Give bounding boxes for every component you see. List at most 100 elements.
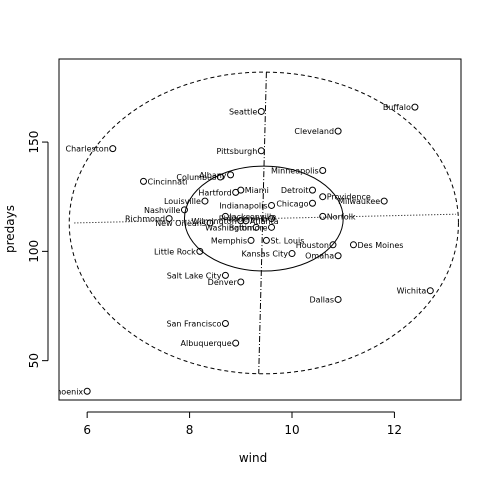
point-label: Wilmington (191, 217, 236, 226)
point-label: Miami (245, 186, 269, 195)
point-label: Atlanta (250, 217, 279, 226)
point-label: Des Moines (357, 241, 403, 250)
point-label: Baltimore (229, 223, 268, 232)
point-label: Hartford (198, 188, 231, 197)
data-point (268, 201, 276, 209)
data-point (227, 171, 235, 179)
point-label: Louisville (164, 197, 201, 206)
x-tick-label: 12 (387, 423, 402, 437)
data-point (268, 223, 276, 231)
point-label: Houston (296, 241, 329, 250)
point-label: New Orleans (155, 219, 206, 228)
point-label: Chicago (276, 199, 308, 208)
outer-ellipse (68, 71, 459, 375)
axes-layer: 6 8 10 12 50 100 150 (27, 131, 402, 437)
point-label: Seattle (229, 107, 257, 116)
x-tick-label: 6 (83, 423, 91, 437)
data-point (232, 188, 240, 196)
data-point (237, 217, 245, 225)
point-label: Milwaukee (338, 197, 380, 206)
point-label: Denver (208, 278, 238, 287)
point-label: Little Rock (154, 247, 196, 256)
data-point (221, 271, 229, 279)
horizontal-axis-line (74, 213, 456, 224)
data-point (180, 206, 188, 214)
point-label: Jacksonville (228, 212, 276, 221)
point-label: Norfolk (327, 212, 356, 221)
point-label: Salt Lake City (167, 271, 222, 280)
data-point (334, 252, 342, 260)
data-point (349, 241, 357, 249)
data-point (237, 278, 245, 286)
data-point (206, 219, 214, 227)
data-point (319, 193, 327, 201)
point-label: Wichita (397, 287, 427, 296)
data-point (288, 250, 296, 258)
point-label: Washington (205, 223, 252, 232)
ellipse-layer (68, 71, 459, 375)
point-labels-layer: Buffalo Seattle Cleveland Charleston Pittsbu… (51, 103, 427, 396)
data-point (165, 215, 173, 223)
y-tick-label: 100 (27, 240, 41, 263)
point-label: Providence (327, 193, 371, 202)
point-label: Pittsburgh (217, 147, 258, 156)
point-label: Memphis (211, 236, 247, 245)
point-label: Philadelphia (219, 215, 268, 224)
y-tick-label: 150 (27, 131, 41, 154)
data-point (242, 217, 250, 225)
x-tick-label: 8 (186, 423, 194, 437)
point-label: Charleston (66, 145, 109, 154)
data-point (308, 199, 316, 207)
point-label: Detroit (281, 186, 309, 195)
data-point (196, 247, 204, 255)
point-label: Omaha (305, 252, 334, 261)
point-label: Kansas City (241, 250, 288, 259)
point-label: Richmond (125, 215, 165, 224)
y-axis-label: predays (3, 205, 17, 253)
x-axis-label: wind (239, 451, 267, 465)
plot-frame (58, 58, 462, 401)
data-point (221, 319, 229, 327)
y-tick-label: 50 (27, 353, 41, 368)
point-label: Cincinnati (147, 177, 187, 186)
point-label: Phoenix (51, 387, 83, 396)
data-point (83, 387, 91, 395)
data-point (201, 197, 209, 205)
data-point (252, 223, 260, 231)
data-point (262, 236, 270, 244)
point-label: Indianapolis (219, 201, 267, 210)
inner-ellipse (183, 165, 344, 272)
point-label: Buffalo (383, 103, 411, 112)
data-point (257, 147, 265, 155)
point-label: Cleveland (294, 127, 334, 136)
data-point (308, 186, 316, 194)
data-point (257, 107, 265, 115)
data-point (329, 241, 337, 249)
data-point (411, 103, 419, 111)
point-label: St. Louis (270, 236, 304, 245)
data-point (380, 197, 388, 205)
data-point (109, 145, 117, 153)
point-label: Minneapolis (271, 166, 319, 175)
point-label: Albany (199, 171, 227, 180)
data-point (232, 339, 240, 347)
data-point (319, 166, 327, 174)
x-tick-label: 10 (284, 423, 299, 437)
data-point (216, 173, 224, 181)
data-point (319, 212, 327, 220)
point-label: San Francisco (166, 319, 221, 328)
points-layer (83, 103, 434, 395)
data-point (426, 287, 434, 295)
data-point (221, 212, 229, 220)
data-point (268, 215, 276, 223)
data-point (139, 177, 147, 185)
principal-axes-layer (74, 72, 456, 374)
data-point (247, 236, 255, 244)
data-point (334, 127, 342, 135)
point-label: Columbus (176, 173, 216, 182)
point-label: Dallas (310, 295, 335, 304)
point-label: Albuquerque (181, 339, 232, 348)
point-label: Nashville (144, 206, 181, 215)
data-point (334, 295, 342, 303)
